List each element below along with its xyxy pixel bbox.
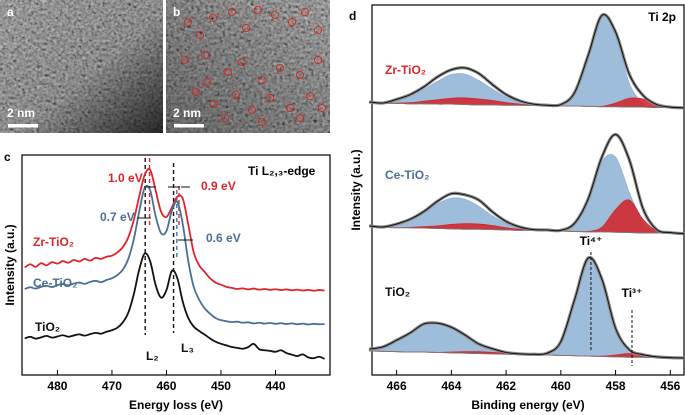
atom-marker	[295, 113, 305, 123]
atom-marker	[270, 10, 280, 20]
atom-marker	[220, 113, 230, 123]
micrograph-shade	[0, 0, 163, 133]
annotation: 0.6 eV	[206, 231, 241, 245]
atom-marker	[195, 30, 205, 40]
ti4-component	[368, 256, 685, 359]
scale-bar-label: 2 nm	[7, 106, 35, 120]
atom-marker	[200, 50, 210, 60]
atom-marker	[209, 99, 219, 109]
x-axis-label: Energy loss (eV)	[129, 398, 223, 412]
atom-marker	[241, 23, 251, 33]
scale-bar-label: 2 nm	[173, 106, 201, 120]
annotation: 1.0 eV	[108, 171, 143, 185]
atom-marker	[253, 5, 263, 15]
x-tick-label: 458	[606, 379, 626, 393]
atom-marker	[295, 70, 305, 80]
panel-letter: c	[4, 150, 11, 164]
panel-letter: b	[173, 5, 180, 19]
spectrum-line	[24, 184, 325, 326]
atom-marker	[275, 63, 285, 73]
x-tick-label: 460	[551, 379, 571, 393]
atom-marker	[287, 17, 297, 27]
micrograph-shade	[166, 0, 330, 133]
plot-frame	[21, 154, 331, 376]
atom-marker	[317, 103, 327, 113]
chart-title: Ti 2p	[648, 10, 676, 24]
y-axis-label: Intensity (a.u.)	[3, 224, 17, 305]
annotation: L₃	[181, 341, 194, 355]
atom-marker	[191, 87, 201, 97]
x-tick-label: 460	[156, 379, 176, 393]
series-label: Ce-TiO₂	[33, 276, 77, 290]
y-axis-label: Intensity (a.u.)	[349, 149, 363, 230]
x-axis-label: Binding energy (eV)	[471, 398, 584, 412]
atom-marker	[237, 57, 247, 67]
spectrum-line	[24, 252, 325, 360]
plot-frame	[371, 4, 685, 376]
annotation: 0.7 eV	[100, 210, 135, 224]
atom-marker	[265, 93, 275, 103]
atom-marker	[257, 117, 267, 127]
sample-label: Ce-TiO₂	[385, 168, 429, 182]
series-label: Zr-TiO₂	[33, 235, 74, 249]
spectrum-line	[24, 167, 325, 292]
panel-letter: d	[349, 9, 356, 23]
annotation: Ti⁴⁺	[580, 234, 603, 248]
atom-marker	[202, 77, 212, 87]
x-tick-label: 450	[211, 379, 231, 393]
atom-marker	[247, 105, 257, 115]
x-tick-label: 464	[441, 379, 461, 393]
series-label: TiO₂	[35, 320, 60, 334]
x-tick-label: 440	[265, 379, 285, 393]
sample-label: Zr-TiO₂	[385, 63, 426, 77]
scale-bar	[174, 124, 204, 128]
x-tick-label: 480	[47, 379, 67, 393]
atom-marker	[300, 7, 310, 17]
atom-marker	[257, 75, 267, 85]
fit-line	[369, 257, 685, 359]
atom-marker	[180, 55, 190, 65]
scale-bar	[8, 124, 38, 128]
sample-label: TiO₂	[385, 285, 410, 299]
x-tick-label: 462	[496, 379, 516, 393]
atom-marker	[223, 67, 233, 77]
atom-marker	[305, 91, 315, 101]
atom-marker	[208, 13, 218, 23]
x-tick-label: 456	[660, 379, 680, 393]
chart-title: Ti L₂,₃-edge	[248, 164, 316, 178]
fit-line	[369, 134, 685, 235]
fit-line	[369, 14, 685, 109]
panel-letter: a	[7, 5, 14, 19]
atom-marker	[183, 17, 193, 27]
background-line	[369, 102, 685, 109]
atom-marker	[285, 103, 295, 113]
ti4-component	[368, 14, 685, 109]
atom-marker	[231, 90, 241, 100]
atom-marker	[227, 7, 237, 17]
annotation: 0.9 eV	[201, 179, 236, 193]
annotation: Ti³⁺	[622, 286, 643, 300]
x-tick-label: 470	[102, 379, 122, 393]
x-tick-label: 466	[387, 379, 407, 393]
atom-marker	[313, 25, 323, 35]
background-line	[369, 226, 685, 235]
atom-marker	[313, 55, 323, 65]
annotation: L₂	[146, 349, 159, 363]
